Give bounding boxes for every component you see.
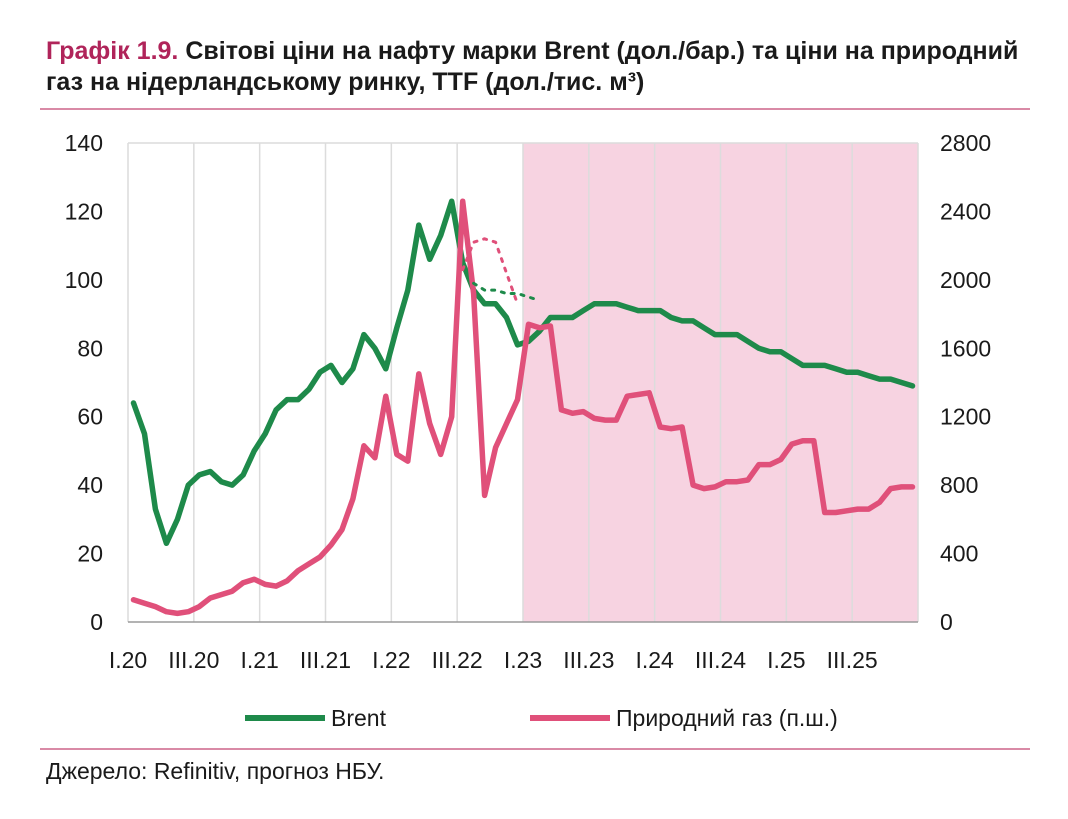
y-left-tick-label: 20 (77, 541, 103, 567)
x-tick-label: III.23 (563, 647, 614, 673)
y-right-tick-label: 2400 (940, 198, 991, 224)
forecast-dotted-line (461, 237, 519, 306)
x-tick-label: III.21 (300, 647, 351, 673)
x-tick-label: III.25 (827, 647, 878, 673)
y-left-tick-label: 120 (65, 198, 103, 224)
chart-number: Графік 1.9. (46, 37, 179, 65)
y-right-tick-label: 2000 (940, 267, 991, 293)
y-right-tick-label: 800 (940, 472, 978, 498)
legend-gas-label: Природний газ (п.ш.) (616, 705, 838, 731)
y-left-tick-label: 60 (77, 404, 103, 430)
y-right-tick-label: 1600 (940, 335, 991, 361)
source-note: Джерело: Refinitiv, прогноз НБУ. (46, 758, 385, 784)
x-tick-label: I.22 (372, 647, 410, 673)
x-tick-label: I.20 (109, 647, 147, 673)
x-tick-label: III.20 (168, 647, 219, 673)
chart-title: Графік 1.9. Світові ціни на нафту марки … (46, 36, 1036, 98)
x-tick-label: I.25 (767, 647, 805, 673)
source-divider (40, 748, 1030, 750)
legend-brent-label: Brent (331, 705, 387, 731)
y-right-tick-label: 1200 (940, 404, 991, 430)
x-tick-label: I.21 (240, 647, 278, 673)
y-right-tick-label: 0 (940, 609, 953, 635)
x-tick-label: I.23 (504, 647, 542, 673)
x-tick-label: III.22 (432, 647, 483, 673)
y-right-tick-label: 2800 (940, 130, 991, 156)
title-divider (40, 108, 1030, 110)
chart-title-text: Світові ціни на нафту марки Brent (дол./… (46, 37, 1019, 96)
y-left-tick-label: 40 (77, 472, 103, 498)
gas-line (130, 198, 916, 617)
y-left-tick-label: 80 (77, 335, 103, 361)
y-left-tick-label: 0 (90, 609, 103, 635)
y-left-tick-label: 100 (65, 267, 103, 293)
y-left-tick-label: 140 (65, 130, 103, 156)
forecast-dotted-line (472, 281, 541, 302)
x-tick-label: I.24 (635, 647, 674, 673)
x-tick-label: III.24 (695, 647, 746, 673)
y-right-tick-label: 400 (940, 541, 978, 567)
